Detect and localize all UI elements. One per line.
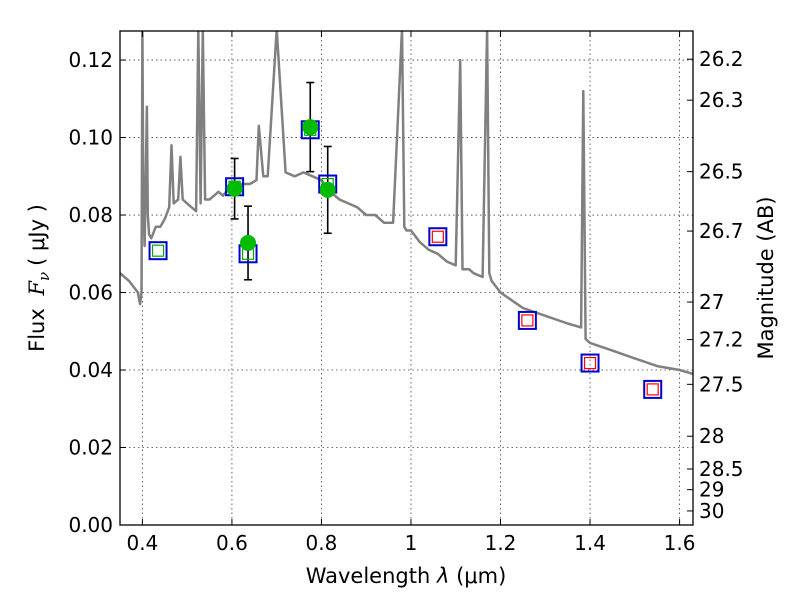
y2-tick-label: 27.2: [699, 328, 744, 352]
y2-tick-label: 26.2: [699, 47, 744, 71]
x-axis-label-prefix: Wavelength: [306, 564, 431, 588]
x-tick-label: 1.6: [664, 531, 696, 555]
observed-point: [226, 180, 243, 197]
y-axis-label: Flux Fν ( μJy ): [25, 204, 53, 352]
y-tick-label: 0.00: [68, 513, 113, 537]
y-axis-label-unit: ( μJy ): [25, 204, 49, 266]
photometry-square: [148, 241, 168, 261]
y2-tick-label: 26.3: [699, 88, 744, 112]
model-sed-line: [120, 31, 693, 376]
y-axis-label-symbol: F: [25, 280, 49, 297]
y2-tick-label: 30: [699, 499, 724, 523]
photometry-square: [517, 310, 537, 330]
y-axis-label-prefix: Flux: [25, 308, 49, 352]
y2-tick-label: 27.5: [699, 372, 744, 396]
plot-area: [120, 31, 693, 376]
photometry-square-inner: [431, 230, 444, 243]
x-tick-label: 0.4: [126, 531, 158, 555]
y2-tick-label: 28.5: [699, 457, 744, 481]
photometry-square-inner: [583, 356, 597, 370]
x-axis-label-unit: (μm): [456, 564, 506, 588]
y-tick-label: 0.02: [68, 436, 113, 460]
y2-tick-label: 27: [699, 290, 724, 314]
x-axis-label-symbol: λ: [436, 564, 449, 588]
x-tick-label: 1.2: [485, 531, 517, 555]
markers-layer: [148, 81, 663, 399]
photometry-square: [580, 353, 600, 373]
grid-layer: [120, 31, 693, 526]
x-axis-label: Wavelength λ (μm): [306, 564, 507, 588]
plot-frame: [119, 30, 694, 526]
y2-tick-label: 26.5: [699, 160, 744, 184]
photometry-square-inner: [646, 383, 659, 396]
x-tick-label: 0.6: [216, 531, 248, 555]
observed-point: [319, 181, 336, 198]
y2-tick-label: 26.7: [699, 219, 744, 243]
photometry-square-inner: [151, 244, 165, 257]
observed-point: [240, 234, 257, 251]
y-tick-label: 0.04: [68, 358, 113, 382]
y-tick-label: 0.06: [68, 281, 113, 305]
ticks-layer: 0.4 0.6 0.8 1 1.2 1.4 1.6 0.00 0.02 0.04 0.06 0.08 0…: [68, 31, 744, 555]
y2-tick-label: 29: [699, 478, 724, 502]
y2-tick-label: 28: [699, 424, 724, 448]
y-axis-label-subscript: ν: [35, 272, 53, 281]
y2-axis-label: Magnitude (AB): [754, 196, 778, 359]
photometry-square: [643, 379, 663, 399]
y-tick-label: 0.12: [68, 48, 113, 72]
observed-point: [302, 119, 319, 136]
y-tick-label: 0.10: [68, 126, 113, 150]
photometry-square-inner: [521, 314, 534, 327]
x-tick-label: 0.8: [306, 531, 338, 555]
y-tick-label: 0.08: [68, 203, 113, 227]
x-tick-label: 1: [405, 531, 418, 555]
x-tick-label: 1.4: [574, 531, 606, 555]
photometry-square: [428, 227, 448, 247]
